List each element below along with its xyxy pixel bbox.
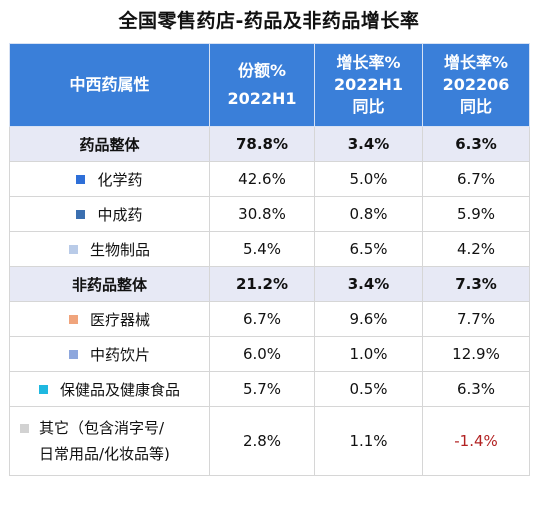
cell-share: 6.0% bbox=[209, 336, 315, 372]
growth-table: 中西药属性 份额% 2022H1 增长率% 2022H1 同比 增长率% 202… bbox=[9, 43, 530, 476]
header-growth-h1: 增长率% 2022H1 同比 bbox=[314, 43, 423, 127]
cell-growth-h1: 3.4% bbox=[314, 266, 423, 302]
row-name: 医疗器械 bbox=[9, 301, 210, 337]
cell-share: 5.7% bbox=[209, 371, 315, 407]
row-name: 中药饮片 bbox=[9, 336, 210, 372]
row-name: 化学药 bbox=[9, 161, 210, 197]
cell-growth-202206: 4.2% bbox=[422, 231, 530, 267]
cell-growth-h1: 1.0% bbox=[314, 336, 423, 372]
header-row: 中西药属性 份额% 2022H1 增长率% 2022H1 同比 增长率% 202… bbox=[9, 43, 530, 127]
legend-swatch-icon bbox=[20, 424, 29, 433]
cell-growth-202206: 6.7% bbox=[422, 161, 530, 197]
row-name: 保健品及健康食品 bbox=[9, 371, 210, 407]
cell-growth-202206: 12.9% bbox=[422, 336, 530, 372]
cell-growth-202206: 7.3% bbox=[422, 266, 530, 302]
cell-growth-202206: 6.3% bbox=[422, 126, 530, 162]
legend-swatch-icon bbox=[68, 349, 78, 359]
cell-growth-h1: 0.5% bbox=[314, 371, 423, 407]
legend-swatch-icon bbox=[68, 244, 78, 254]
row-name: 生物制品 bbox=[9, 231, 210, 267]
header-growth-202206: 增长率% 202206 同比 bbox=[422, 43, 530, 127]
legend-swatch-icon bbox=[76, 174, 86, 184]
cell-growth-h1: 5.0% bbox=[314, 161, 423, 197]
table-row-nondrug-total: 非药品整体 21.2% 3.4% 7.3% bbox=[9, 266, 530, 302]
cell-growth-202206: 7.7% bbox=[422, 301, 530, 337]
table-row-chemical: 化学药 42.6% 5.0% 6.7% bbox=[9, 161, 530, 197]
table-row-health-products: 保健品及健康食品 5.7% 0.5% 6.3% bbox=[9, 371, 530, 407]
header-share: 份额% 2022H1 bbox=[209, 43, 315, 127]
header-attribute: 中西药属性 bbox=[9, 43, 210, 127]
cell-share: 42.6% bbox=[209, 161, 315, 197]
cell-growth-h1: 0.8% bbox=[314, 196, 423, 232]
cell-share: 6.7% bbox=[209, 301, 315, 337]
table-row-biologics: 生物制品 5.4% 6.5% 4.2% bbox=[9, 231, 530, 267]
table-row-tcm-patent: 中成药 30.8% 0.8% 5.9% bbox=[9, 196, 530, 232]
legend-swatch-icon bbox=[38, 384, 48, 394]
cell-share: 5.4% bbox=[209, 231, 315, 267]
row-name: 药品整体 bbox=[9, 126, 210, 162]
cell-growth-202206: -1.4% bbox=[422, 406, 530, 476]
legend-swatch-icon bbox=[68, 314, 78, 324]
row-name: 其它（包含消字号/ 日常用品/化妆品等) bbox=[9, 406, 210, 476]
cell-growth-h1: 1.1% bbox=[314, 406, 423, 476]
cell-share: 78.8% bbox=[209, 126, 315, 162]
legend-swatch-icon bbox=[76, 209, 86, 219]
page-title: 全国零售药店-药品及非药品增长率 bbox=[118, 10, 420, 32]
row-name: 中成药 bbox=[9, 196, 210, 232]
cell-growth-202206: 5.9% bbox=[422, 196, 530, 232]
table-row-medical-devices: 医疗器械 6.7% 9.6% 7.7% bbox=[9, 301, 530, 337]
table-row-tcm-slices: 中药饮片 6.0% 1.0% 12.9% bbox=[9, 336, 530, 372]
table-row-drug-total: 药品整体 78.8% 3.4% 6.3% bbox=[9, 126, 530, 162]
row-name: 非药品整体 bbox=[9, 266, 210, 302]
cell-share: 30.8% bbox=[209, 196, 315, 232]
cell-growth-202206: 6.3% bbox=[422, 371, 530, 407]
cell-growth-h1: 6.5% bbox=[314, 231, 423, 267]
cell-share: 21.2% bbox=[209, 266, 315, 302]
cell-growth-h1: 9.6% bbox=[314, 301, 423, 337]
cell-growth-h1: 3.4% bbox=[314, 126, 423, 162]
cell-share: 2.8% bbox=[209, 406, 315, 476]
table-row-others: 其它（包含消字号/ 日常用品/化妆品等) 2.8% 1.1% -1.4% bbox=[9, 406, 530, 476]
